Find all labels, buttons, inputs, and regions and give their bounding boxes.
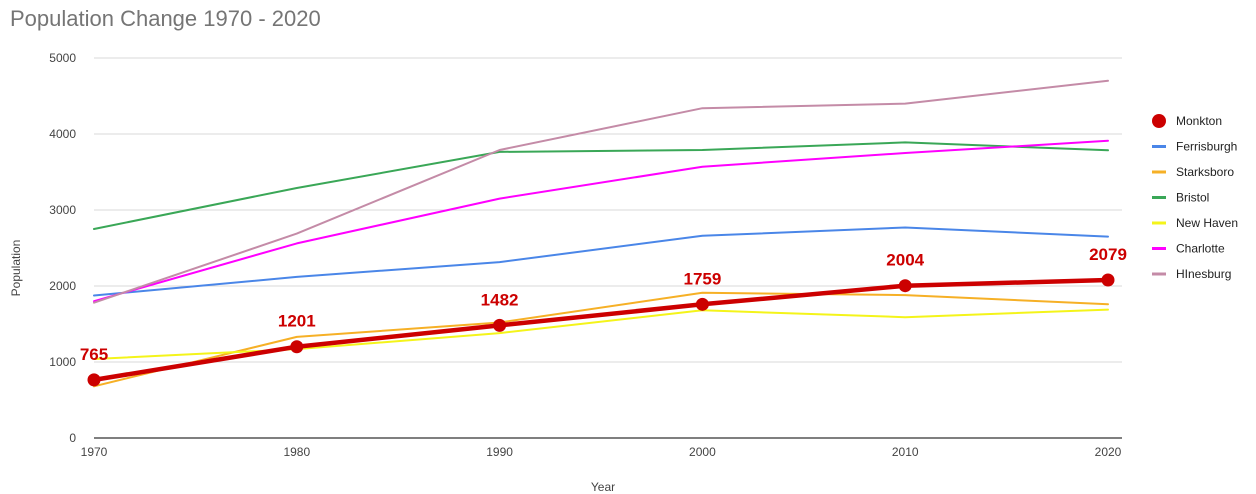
y-tick-label: 5000 (49, 51, 76, 65)
legend-label: Starksboro (1176, 165, 1234, 179)
data-label: 1482 (481, 290, 519, 309)
series-line-ferrisburgh (93, 226, 1109, 297)
y-tick-label: 1000 (49, 355, 76, 369)
legend-item-hinesburg: HInesburg (1152, 267, 1231, 281)
y-axis-label: Population (9, 240, 23, 297)
series-line-starksboro (93, 291, 1109, 388)
x-tick-label: 2020 (1095, 445, 1122, 459)
data-point-monkton (290, 340, 304, 354)
legend-label: Monkton (1176, 114, 1222, 128)
legend-item-monkton: Monkton (1152, 114, 1222, 128)
legend-item-starksboro: Starksboro (1152, 165, 1234, 179)
data-point-monkton (87, 373, 101, 387)
legend-label: HInesburg (1176, 267, 1231, 281)
x-tick-label: 2000 (689, 445, 716, 459)
data-label: 1759 (683, 269, 721, 288)
legend-label: New Haven (1176, 216, 1238, 230)
series-line-charlotte (93, 139, 1109, 303)
x-tick-label: 1990 (486, 445, 513, 459)
axes: 0 1000 2000 3000 4000 5000 1970 1980 1990 2000 201… (49, 51, 1122, 459)
legend-item-bristol: Bristol (1152, 191, 1209, 205)
legend-label: Ferrisburgh (1176, 140, 1237, 154)
data-point-monkton (1101, 273, 1115, 287)
x-axis-label: Year (591, 480, 615, 494)
y-tick-label: 2000 (49, 279, 76, 293)
x-tick-label: 2010 (892, 445, 919, 459)
data-point-monkton (898, 279, 912, 293)
y-tick-label: 4000 (49, 127, 76, 141)
chart-title: Population Change 1970 - 2020 (10, 6, 321, 31)
data-labels: 765 1201 1482 1759 2004 2079 (80, 245, 1127, 364)
series-line-bristol (93, 141, 1109, 230)
series-line-monkton (91, 277, 1111, 383)
gridlines (94, 57, 1122, 363)
legend: Monkton Ferrisburgh Starksboro Bristol New H… (1152, 114, 1238, 281)
data-label: 765 (80, 345, 108, 364)
data-label: 2079 (1089, 245, 1127, 264)
legend-item-ferrisburgh: Ferrisburgh (1152, 140, 1237, 154)
data-point-monkton (695, 297, 709, 311)
data-point-monkton (493, 318, 507, 332)
legend-label: Charlotte (1176, 242, 1225, 256)
series-lines (87, 79, 1115, 388)
data-label: 1201 (278, 312, 316, 331)
data-label: 2004 (886, 251, 924, 270)
legend-item-new-haven: New Haven (1152, 216, 1238, 230)
y-tick-label: 3000 (49, 203, 76, 217)
series-line-hinesburg (93, 79, 1109, 304)
y-tick-label: 0 (69, 431, 76, 445)
legend-marker (1152, 114, 1166, 128)
legend-item-charlotte: Charlotte (1152, 242, 1225, 256)
x-tick-label: 1980 (283, 445, 310, 459)
legend-label: Bristol (1176, 191, 1209, 205)
x-tick-label: 1970 (81, 445, 108, 459)
